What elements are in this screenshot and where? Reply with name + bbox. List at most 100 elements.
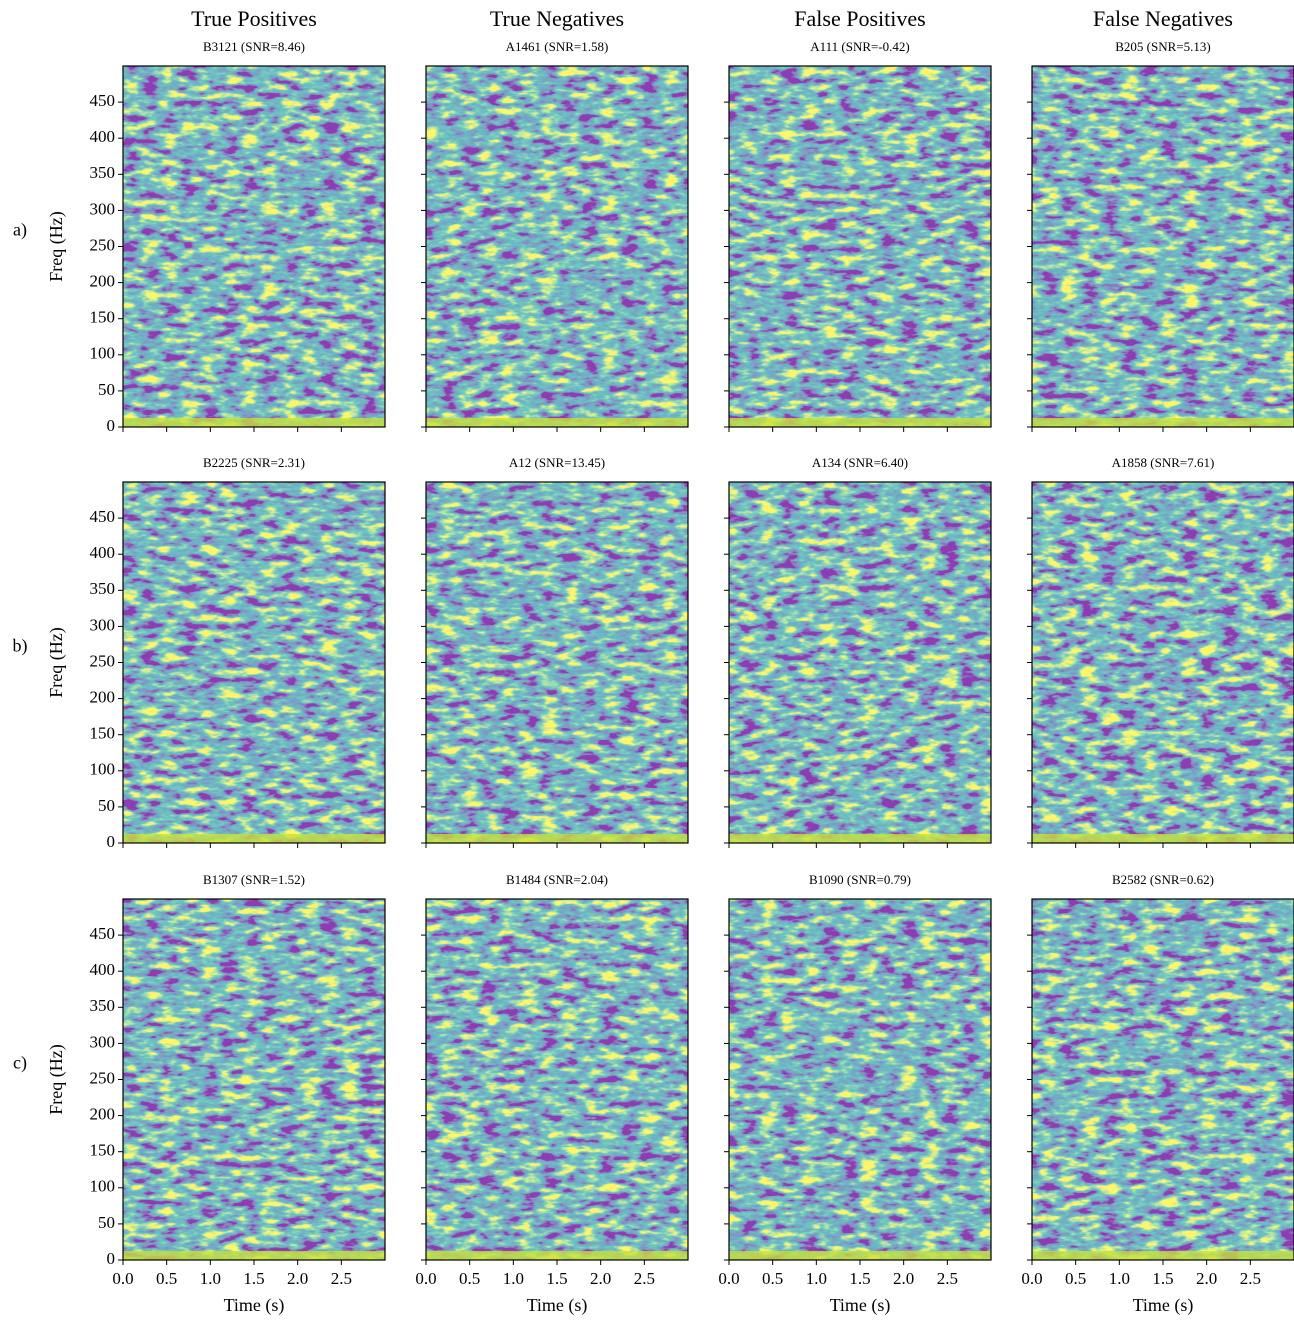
low-freq-band <box>1032 1251 1294 1260</box>
y-tick-label: 400 <box>90 543 116 562</box>
y-tick-label: 50 <box>98 1213 115 1232</box>
x-tick-label: 2.0 <box>893 1269 914 1288</box>
spectrogram <box>123 899 385 1260</box>
y-tick-label: 0 <box>107 832 116 851</box>
x-tick-label: 1.0 <box>806 1269 827 1288</box>
spectrogram <box>426 899 688 1260</box>
x-tick-label: 2.5 <box>1240 1269 1261 1288</box>
panel-title: A111 (SNR=-0.42) <box>810 39 910 54</box>
y-tick-label: 50 <box>98 380 115 399</box>
y-tick-label: 100 <box>90 344 116 363</box>
y-tick-label: 0 <box>107 1249 116 1268</box>
spectrogram <box>729 66 991 427</box>
y-tick-label: 100 <box>90 1177 116 1196</box>
column-title: True Positives <box>191 6 317 31</box>
y-tick-label: 400 <box>90 960 116 979</box>
x-tick-label: 0.5 <box>459 1269 480 1288</box>
column-title: False Negatives <box>1093 6 1233 31</box>
y-tick-label: 450 <box>90 924 116 943</box>
x-tick-label: 2.0 <box>287 1269 308 1288</box>
spectrogram <box>426 66 688 427</box>
x-tick-label: 1.0 <box>503 1269 524 1288</box>
panel-title: B2225 (SNR=2.31) <box>203 455 305 470</box>
low-freq-band <box>426 418 688 427</box>
spectrogram <box>1032 482 1294 843</box>
spectrogram <box>1032 899 1294 1260</box>
y-axis-label: Freq (Hz) <box>46 627 67 697</box>
panel-title: A12 (SNR=13.45) <box>509 455 605 470</box>
spectrogram <box>729 899 991 1260</box>
row-label: b) <box>13 636 28 657</box>
y-tick-label: 350 <box>90 996 116 1015</box>
x-tick-label: 2.0 <box>590 1269 611 1288</box>
spectrogram <box>729 482 991 843</box>
low-freq-band <box>1032 418 1294 427</box>
y-tick-label: 250 <box>90 651 116 670</box>
panel-title: B205 (SNR=5.13) <box>1115 39 1210 54</box>
row-label: c) <box>13 1053 27 1074</box>
y-tick-label: 100 <box>90 760 116 779</box>
low-freq-band <box>426 1251 688 1260</box>
spectrogram <box>123 66 385 427</box>
y-tick-label: 450 <box>90 507 116 526</box>
y-tick-label: 300 <box>90 1032 116 1051</box>
x-tick-label: 1.0 <box>200 1269 221 1288</box>
x-tick-label: 0.0 <box>112 1269 133 1288</box>
x-tick-label: 0.0 <box>415 1269 436 1288</box>
panel-title: A1461 (SNR=1.58) <box>506 39 609 54</box>
y-tick-label: 300 <box>90 615 116 634</box>
y-tick-label: 50 <box>98 796 115 815</box>
low-freq-band <box>123 1251 385 1260</box>
y-tick-label: 200 <box>90 688 116 707</box>
x-axis-label: Time (s) <box>830 1295 891 1316</box>
y-tick-label: 150 <box>90 308 116 327</box>
x-tick-label: 1.5 <box>243 1269 264 1288</box>
panel-title: B1484 (SNR=2.04) <box>506 872 608 887</box>
x-tick-label: 2.5 <box>937 1269 958 1288</box>
x-tick-label: 0.0 <box>718 1269 739 1288</box>
x-tick-label: 2.0 <box>1196 1269 1217 1288</box>
x-tick-label: 1.0 <box>1109 1269 1130 1288</box>
low-freq-band <box>426 834 688 843</box>
y-axis-label: Freq (Hz) <box>46 211 67 281</box>
x-axis-label: Time (s) <box>1133 1295 1194 1316</box>
y-tick-label: 0 <box>107 416 116 435</box>
y-tick-label: 250 <box>90 235 116 254</box>
x-tick-label: 1.5 <box>1152 1269 1173 1288</box>
row-label: a) <box>13 220 27 241</box>
y-tick-label: 300 <box>90 199 116 218</box>
x-tick-label: 0.5 <box>1065 1269 1086 1288</box>
spectrogram <box>123 482 385 843</box>
y-tick-label: 400 <box>90 127 116 146</box>
x-tick-label: 1.5 <box>849 1269 870 1288</box>
panel-title: A134 (SNR=6.40) <box>812 455 908 470</box>
y-tick-label: 150 <box>90 1141 116 1160</box>
y-tick-label: 250 <box>90 1068 116 1087</box>
low-freq-band <box>123 418 385 427</box>
y-tick-label: 450 <box>90 91 116 110</box>
y-tick-label: 350 <box>90 163 116 182</box>
low-freq-band <box>729 418 991 427</box>
panel-title: B1307 (SNR=1.52) <box>203 872 305 887</box>
column-title: False Positives <box>794 6 925 31</box>
x-tick-label: 0.5 <box>762 1269 783 1288</box>
y-tick-label: 200 <box>90 272 116 291</box>
panel-title: A1858 (SNR=7.61) <box>1112 455 1215 470</box>
spectrogram <box>426 482 688 843</box>
panel-title: B1090 (SNR=0.79) <box>809 872 911 887</box>
low-freq-band <box>729 1251 991 1260</box>
low-freq-band <box>729 834 991 843</box>
x-tick-label: 1.5 <box>546 1269 567 1288</box>
panel-title: B2582 (SNR=0.62) <box>1112 872 1214 887</box>
x-axis-label: Time (s) <box>224 1295 285 1316</box>
x-axis-label: Time (s) <box>527 1295 588 1316</box>
panel-title: B3121 (SNR=8.46) <box>203 39 305 54</box>
y-tick-label: 200 <box>90 1105 116 1124</box>
spectrogram <box>1032 66 1294 427</box>
x-tick-label: 0.5 <box>156 1269 177 1288</box>
x-tick-label: 2.5 <box>331 1269 352 1288</box>
y-axis-label: Freq (Hz) <box>46 1044 67 1114</box>
low-freq-band <box>1032 834 1294 843</box>
low-freq-band <box>123 834 385 843</box>
